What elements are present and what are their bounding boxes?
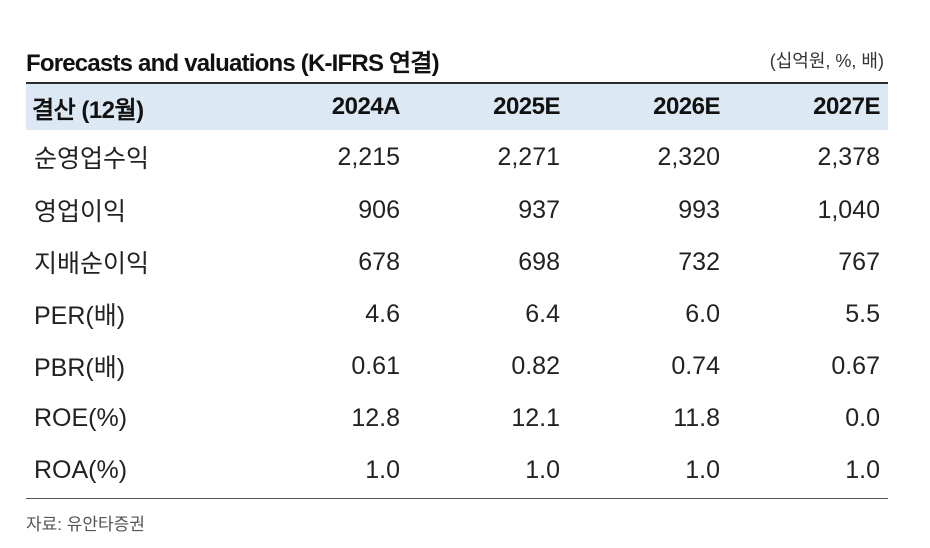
table-cell: 937 bbox=[518, 195, 560, 224]
table-row: ROE(%) 12.8 12.1 11.8 0.0 bbox=[26, 392, 888, 444]
table-cell: 12.8 bbox=[351, 403, 400, 432]
table-cell: 0.67 bbox=[831, 351, 880, 380]
table-cell: 6.4 bbox=[525, 299, 560, 328]
table-cell: 993 bbox=[678, 195, 720, 224]
table-cell: 1.0 bbox=[685, 455, 720, 484]
table-cell: 1,040 bbox=[817, 195, 880, 224]
header-year: 2024A bbox=[331, 93, 401, 120]
table-row: ROA(%) 1.0 1.0 1.0 1.0 bbox=[26, 444, 888, 496]
header-year: 2027E bbox=[813, 93, 880, 120]
row-label: 순영업수익 bbox=[34, 145, 150, 173]
table-cell: 4.6 bbox=[365, 299, 400, 328]
row-label: ROA(%) bbox=[34, 455, 128, 484]
header-year: 2025E bbox=[493, 93, 560, 120]
table-cell: 5.5 bbox=[845, 299, 880, 328]
header-year: 2026E bbox=[653, 93, 720, 120]
header-label: 결산 (12월) bbox=[32, 96, 144, 124]
forecast-table: 결산 (12월) 2024A 2025E 2026E 2027E 순영업수익 2… bbox=[26, 84, 888, 496]
table-cell: 767 bbox=[838, 247, 880, 276]
table-cell: 732 bbox=[678, 247, 720, 276]
source-note: 자료: 유안타증권 bbox=[26, 515, 145, 534]
table-row: 영업이익 906 937 993 1,040 bbox=[26, 184, 888, 236]
table-cell: 698 bbox=[518, 247, 560, 276]
table-cell: 0.0 bbox=[845, 403, 880, 432]
table-cell: 2,215 bbox=[337, 142, 400, 171]
row-label: 영업이익 bbox=[34, 198, 127, 226]
table-cell: 1.0 bbox=[365, 455, 400, 484]
table-row: 지배순이익 678 698 732 767 bbox=[26, 236, 888, 288]
table-cell: 2,378 bbox=[817, 142, 880, 171]
table-cell: 6.0 bbox=[685, 299, 720, 328]
bottom-rule bbox=[26, 498, 888, 499]
row-label: PER(배) bbox=[34, 302, 126, 330]
table-cell: 2,320 bbox=[657, 142, 720, 171]
unit-note: (십억원, %, 배) bbox=[769, 51, 884, 71]
header-row: 결산 (12월) 2024A 2025E 2026E 2027E bbox=[26, 84, 888, 130]
title-row: Forecasts and valuations (K-IFRS 연결) (십억… bbox=[26, 38, 888, 82]
row-label: ROE(%) bbox=[34, 403, 128, 432]
title-rule bbox=[26, 82, 888, 84]
table-title: Forecasts and valuations (K-IFRS 연결) bbox=[26, 49, 440, 77]
table-cell: 678 bbox=[358, 247, 400, 276]
table-cell: 1.0 bbox=[525, 455, 560, 484]
table-cell: 11.8 bbox=[673, 403, 720, 432]
table-cell: 2,271 bbox=[497, 142, 560, 171]
table-cell: 0.74 bbox=[671, 351, 720, 380]
table-cell: 906 bbox=[358, 195, 400, 224]
row-label: PBR(배) bbox=[34, 354, 126, 382]
table-row: 순영업수익 2,215 2,271 2,320 2,378 bbox=[26, 130, 888, 184]
table-row: PER(배) 4.6 6.4 6.0 5.5 bbox=[26, 288, 888, 340]
table-cell: 0.61 bbox=[351, 351, 400, 380]
table-cell: 12.1 bbox=[511, 403, 560, 432]
table-cell: 0.82 bbox=[511, 351, 560, 380]
table-cell: 1.0 bbox=[845, 455, 880, 484]
row-label: 지배순이익 bbox=[34, 250, 150, 278]
table-row: PBR(배) 0.61 0.82 0.74 0.67 bbox=[26, 340, 888, 392]
